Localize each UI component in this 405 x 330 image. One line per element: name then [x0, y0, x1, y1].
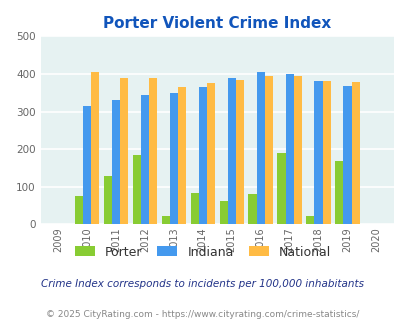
Bar: [132, 155, 141, 224]
Bar: [322, 82, 330, 224]
Title: Porter Violent Crime Index: Porter Violent Crime Index: [103, 16, 330, 31]
Bar: [277, 153, 285, 224]
Bar: [119, 79, 128, 224]
Bar: [293, 76, 301, 224]
Bar: [141, 95, 149, 224]
Bar: [248, 194, 256, 224]
Bar: [169, 93, 177, 224]
Bar: [161, 216, 169, 224]
Bar: [343, 86, 351, 224]
Bar: [198, 87, 206, 224]
Bar: [256, 72, 264, 224]
Bar: [177, 87, 185, 224]
Bar: [351, 82, 359, 224]
Bar: [83, 106, 91, 224]
Bar: [314, 81, 322, 224]
Bar: [285, 74, 293, 224]
Bar: [335, 161, 343, 224]
Bar: [306, 216, 314, 224]
Legend: Porter, Indiana, National: Porter, Indiana, National: [70, 241, 335, 264]
Bar: [75, 196, 83, 224]
Bar: [264, 76, 272, 224]
Bar: [103, 176, 111, 224]
Bar: [111, 100, 119, 224]
Bar: [149, 79, 157, 224]
Bar: [206, 83, 214, 224]
Text: Crime Index corresponds to incidents per 100,000 inhabitants: Crime Index corresponds to incidents per…: [41, 279, 364, 289]
Bar: [190, 193, 198, 224]
Bar: [219, 201, 227, 224]
Bar: [91, 72, 99, 224]
Text: © 2025 CityRating.com - https://www.cityrating.com/crime-statistics/: © 2025 CityRating.com - https://www.city…: [46, 310, 359, 319]
Bar: [235, 80, 243, 224]
Bar: [227, 79, 235, 224]
